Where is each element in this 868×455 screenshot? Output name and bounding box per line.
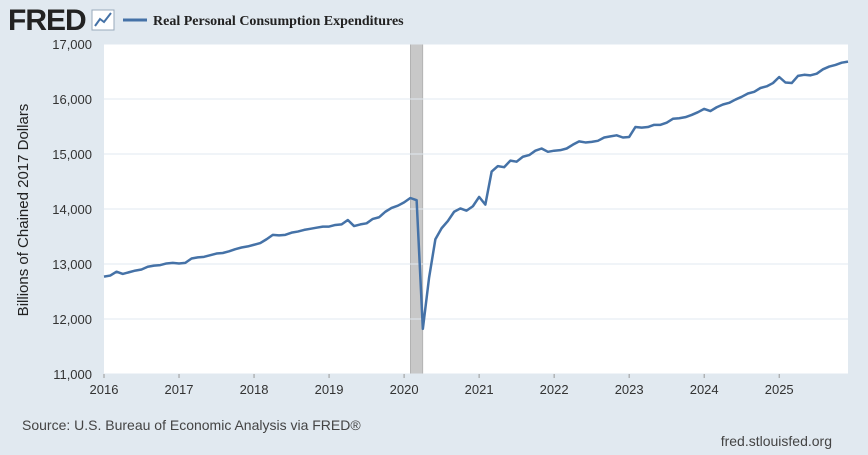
y-tick-label: 16,000 xyxy=(52,92,92,107)
x-tick-label: 2020 xyxy=(390,382,419,397)
series-line xyxy=(103,60,849,331)
x-tick-label: 2023 xyxy=(615,382,644,397)
y-axis-label: Billions of Chained 2017 Dollars xyxy=(15,104,32,317)
x-tick-label: 2021 xyxy=(465,382,494,397)
y-tick-label: 13,000 xyxy=(52,257,92,272)
x-tick-label: 2024 xyxy=(690,382,719,397)
y-tick-label: 17,000 xyxy=(52,37,92,52)
x-tick-label: 2016 xyxy=(90,382,119,397)
y-tick-label: 15,000 xyxy=(52,147,92,162)
legend-label: Real Personal Consumption Expenditures xyxy=(153,14,404,29)
x-tick-label: 2019 xyxy=(315,382,344,397)
x-tick-label: 2017 xyxy=(165,382,194,397)
url: fred.stlouisfed.org xyxy=(721,433,832,449)
logo: FRED xyxy=(8,4,86,37)
source: Source: U.S. Bureau of Economic Analysis… xyxy=(22,417,361,433)
x-tick-label: 2018 xyxy=(240,382,269,397)
x-tick-label: 2022 xyxy=(540,382,569,397)
x-tick-label: 2025 xyxy=(765,382,794,397)
logo-icon xyxy=(91,9,115,31)
y-tick-label: 12,000 xyxy=(52,312,92,327)
y-tick-label: 14,000 xyxy=(52,202,92,217)
y-tick-label: 11,000 xyxy=(53,367,92,382)
